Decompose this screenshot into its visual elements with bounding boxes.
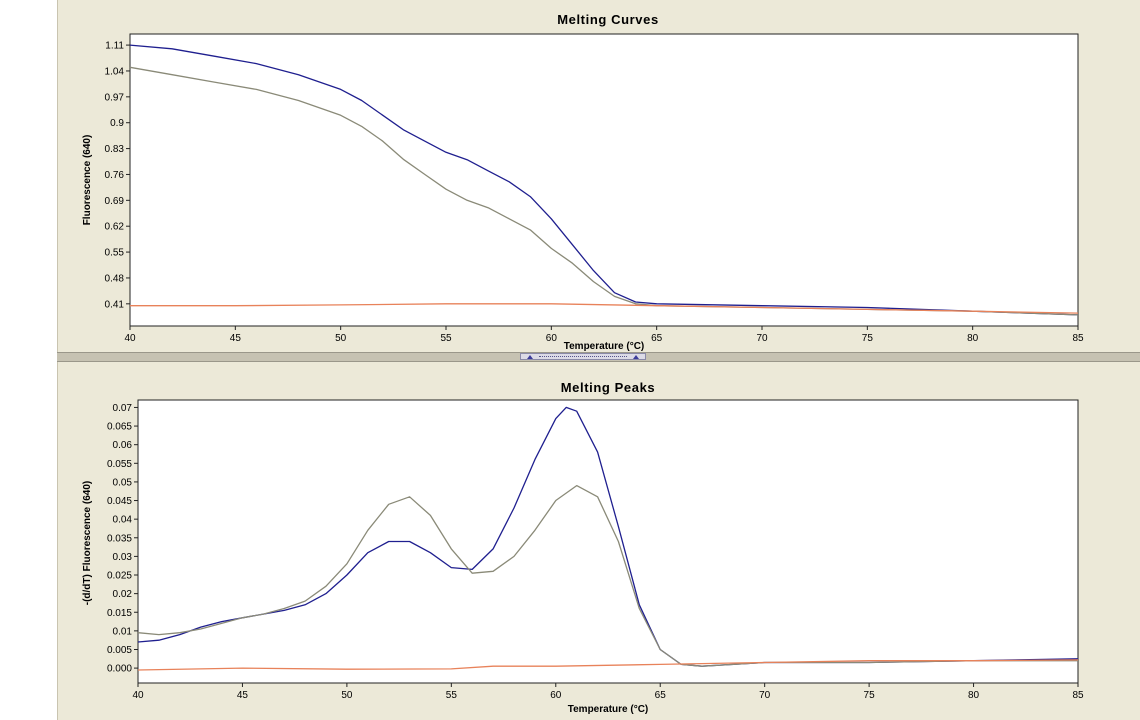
x-tick-label: 85: [1072, 690, 1084, 701]
y-tick-label: 1.04: [105, 66, 125, 77]
x-tick-label: 45: [237, 690, 249, 701]
x-tick-label: 40: [124, 333, 136, 344]
y-tick-label: 0.065: [107, 422, 132, 433]
y-tick-label: 0.01: [113, 626, 133, 637]
y-tick-label: 0.69: [105, 196, 125, 207]
x-tick-label: 50: [341, 690, 353, 701]
y-tick-label: 0.035: [107, 533, 132, 544]
melting-curves-chart: Melting Curves 40 45 50 55 60 65 70 75 80 85 1.11…: [82, 12, 1084, 352]
melting-peaks-chart: Melting Peaks 40 45 50 55 60 65 70 75 80 85 0.070…: [82, 380, 1084, 715]
x-tick-label: 80: [968, 690, 980, 701]
x-axis-label: Temperature (°C): [564, 341, 645, 352]
splitter-grip[interactable]: [539, 356, 627, 357]
y-tick-label: 0.07: [113, 403, 133, 414]
series-line-2: [137, 659, 1079, 671]
x-tick-label: 60: [550, 690, 562, 701]
x-tick-label: 75: [864, 690, 876, 701]
x-tick-label: 70: [759, 690, 771, 701]
chart-title: Melting Peaks: [561, 380, 656, 395]
y-tick-label: 0.76: [105, 170, 125, 181]
x-axis: 40 45 50 55 60 65 70 75 80 85: [132, 683, 1084, 701]
x-tick-label: 55: [440, 333, 452, 344]
y-tick-label: 0.000: [107, 664, 132, 675]
y-tick-label: 0.9: [110, 118, 124, 129]
y-tick-label: 0.04: [113, 515, 133, 526]
splitter-up-arrow-icon-right[interactable]: [633, 354, 639, 359]
x-tick-label: 65: [651, 333, 663, 344]
x-tick-label: 45: [230, 333, 242, 344]
y-tick-label: 0.03: [113, 552, 133, 563]
y-tick-label: 0.005: [107, 645, 132, 656]
splitter-up-arrow-icon[interactable]: [527, 354, 533, 359]
y-axis-label: -(d/dT) Fluorescence (640): [82, 481, 93, 605]
x-tick-label: 80: [967, 333, 979, 344]
y-tick-label: 0.97: [105, 92, 125, 103]
plot-area: [137, 399, 1079, 684]
series-line-0: [129, 44, 1079, 316]
x-axis: 40 45 50 55 60 65 70 75 80 85: [124, 326, 1084, 344]
series-group: [129, 44, 1079, 316]
y-tick-label: 0.55: [105, 248, 125, 259]
x-tick-label: 50: [335, 333, 347, 344]
plot-area: [129, 33, 1079, 327]
y-tick-label: 0.83: [105, 144, 125, 155]
x-tick-label: 40: [132, 690, 144, 701]
y-tick-label: 0.06: [113, 440, 133, 451]
x-tick-label: 65: [655, 690, 667, 701]
y-tick-label: 0.05: [113, 477, 133, 488]
y-tick-label: 1.11: [105, 41, 124, 52]
chart-title: Melting Curves: [557, 12, 659, 27]
y-tick-label: 0.045: [107, 496, 132, 507]
y-tick-label: 0.41: [105, 299, 125, 310]
x-tick-label: 85: [1072, 333, 1084, 344]
y-tick-label: 0.025: [107, 571, 132, 582]
y-tick-label: 0.02: [113, 589, 133, 600]
x-tick-label: 55: [446, 690, 458, 701]
y-axis: 0.07 0.065 0.06 0.055 0.05 0.045 0.04 0.035 0.03…: [107, 403, 138, 675]
y-tick-label: 0.62: [105, 222, 125, 233]
series-group: [137, 406, 1079, 671]
series-line-1: [137, 484, 1078, 667]
x-tick-label: 75: [862, 333, 874, 344]
x-tick-label: 60: [546, 333, 558, 344]
y-tick-label: 0.48: [105, 273, 125, 284]
x-tick-label: 70: [756, 333, 768, 344]
y-tick-label: 0.015: [107, 608, 132, 619]
splitter-handle[interactable]: [520, 353, 646, 360]
y-axis-label: Fluorescence (640): [82, 135, 93, 226]
series-line-2: [130, 303, 1079, 314]
y-tick-label: 0.055: [107, 459, 132, 470]
y-axis: 1.11 1.04 0.97 0.9 0.83 0.76 0.69 0.62 0.55 0.48 0…: [105, 41, 130, 310]
x-axis-label: Temperature (°C): [568, 704, 649, 715]
